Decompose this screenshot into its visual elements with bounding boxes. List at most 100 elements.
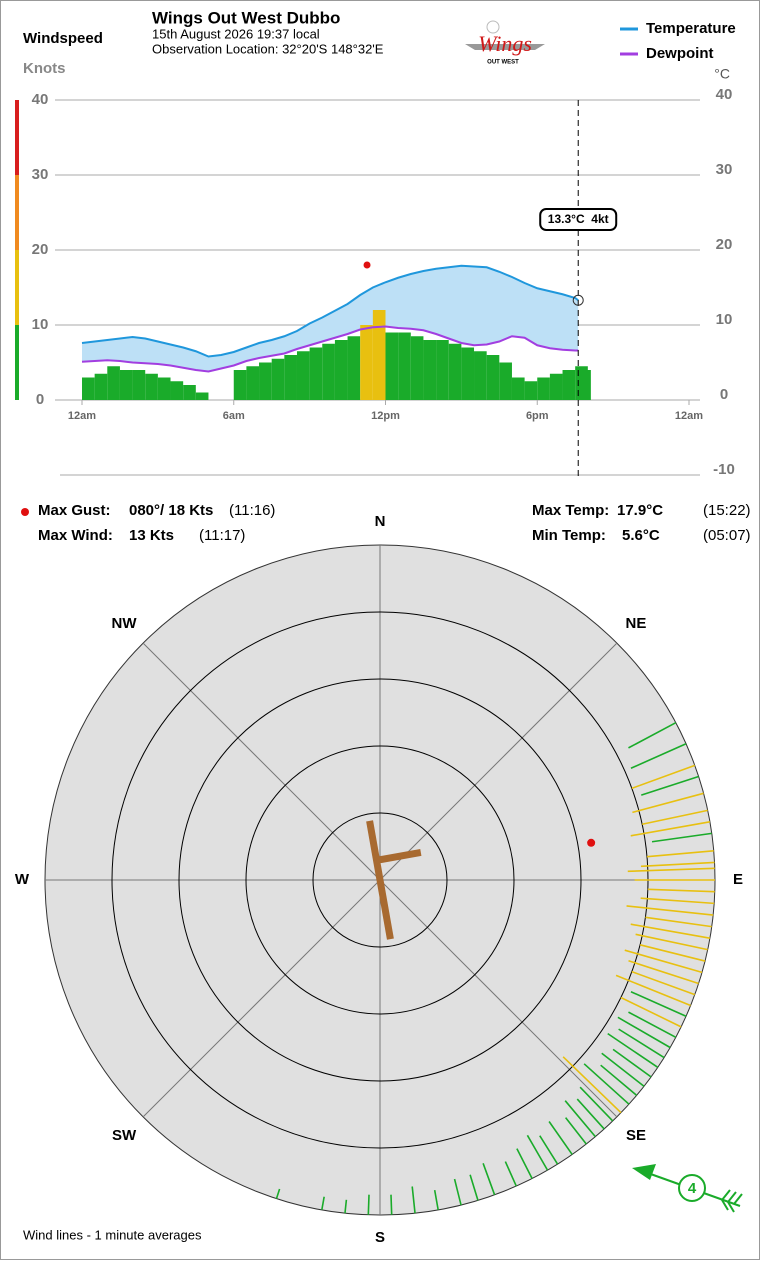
wind-line <box>651 832 712 843</box>
wind-line <box>539 1135 559 1165</box>
gust-icon <box>21 508 29 516</box>
wind-line <box>562 1056 622 1114</box>
cursor-point <box>572 294 584 306</box>
location: Observation Location: 32°20'S 148°32'E <box>152 41 384 56</box>
wind-line <box>646 850 714 858</box>
y-tick-label: 0 <box>36 391 44 408</box>
wind-line <box>390 1194 393 1215</box>
wind-line <box>612 1048 652 1078</box>
wind-bar <box>499 362 512 400</box>
y-tick-label: 40 <box>32 91 49 108</box>
direction-label: NW <box>112 615 138 632</box>
wind-line <box>482 1163 496 1196</box>
wind-bar <box>474 351 487 400</box>
y2-unit: °C <box>714 66 730 82</box>
wind-bar <box>524 381 538 400</box>
wind-bar <box>549 373 563 400</box>
wind-bar <box>157 377 171 400</box>
wind-line <box>618 1028 665 1059</box>
tooltip-box <box>539 208 618 231</box>
wind-bar <box>107 366 120 400</box>
wind-line <box>579 1086 614 1122</box>
x-tick-label: 6am <box>223 410 245 422</box>
vane-barb <box>375 849 422 864</box>
stat-value: 17.9°C <box>617 502 663 519</box>
direction-label: SE <box>626 1127 646 1144</box>
wind-line <box>433 1189 439 1211</box>
wind-bar <box>398 332 411 400</box>
legend-label: Dewpoint <box>646 45 714 62</box>
speed-arrow-feathers <box>721 1189 743 1213</box>
wind-line <box>628 722 677 749</box>
wind-bar <box>537 377 550 400</box>
wind-bar <box>309 347 323 400</box>
series-line <box>81 264 579 358</box>
wind-bar <box>461 347 475 400</box>
wind-line <box>639 944 706 962</box>
wind-line <box>411 1186 416 1214</box>
wind-line <box>548 1121 573 1155</box>
wind-bar <box>94 373 108 400</box>
wind-bar <box>511 377 525 400</box>
direction-label: E <box>733 871 743 888</box>
stat-time: (11:17) <box>199 527 245 544</box>
color-band <box>15 100 19 175</box>
tooltip-text: 13.3°C 4kt <box>548 212 609 226</box>
y-tick-label: 10 <box>32 316 49 333</box>
logo-text: Wings <box>478 31 532 56</box>
wind-line <box>641 775 699 796</box>
stat-label: Max Wind: <box>38 527 113 544</box>
wind-line <box>630 743 687 770</box>
wind-bar <box>423 340 437 400</box>
wind-bar <box>322 343 335 400</box>
wind-bar <box>578 370 591 400</box>
wind-line <box>641 809 708 826</box>
wind-line <box>367 1194 370 1215</box>
gust-point <box>587 838 596 847</box>
wind-line <box>504 1161 517 1187</box>
y2-tick-label: 20 <box>716 236 733 253</box>
wind-line <box>564 1117 587 1145</box>
wind-line <box>620 996 682 1028</box>
wind-line <box>607 1032 659 1068</box>
y2-tick-label: 30 <box>716 161 733 178</box>
legend-label: Temperature <box>646 20 736 37</box>
y-unit: Knots <box>23 60 66 77</box>
wind-bar <box>562 370 576 400</box>
wind-line <box>631 764 696 790</box>
y2-tick-label: -10 <box>713 461 735 478</box>
x-tick-label: 12pm <box>371 410 400 422</box>
wind-line <box>469 1174 479 1201</box>
wind-line <box>630 821 711 837</box>
wind-bar <box>284 355 297 400</box>
current-speed: 4 <box>688 1180 697 1197</box>
wind-line <box>627 867 715 873</box>
y2-tick-label: 10 <box>716 311 733 328</box>
logo-subtext: OUT WEST <box>487 60 519 66</box>
wind-bar <box>372 310 386 400</box>
wind-line <box>645 916 712 928</box>
wind-line <box>601 1052 645 1087</box>
direction-label: S <box>375 1229 385 1246</box>
wind-bar <box>246 366 260 400</box>
wind-line <box>635 933 708 951</box>
wind-line <box>640 897 715 905</box>
wind-line <box>344 1199 348 1214</box>
wind-line <box>275 1188 281 1199</box>
wind-line <box>630 923 711 939</box>
y2-tick-label: 0 <box>720 386 728 403</box>
x-tick-label: 6pm <box>526 410 549 422</box>
ring <box>245 745 515 1015</box>
direction-label: N <box>375 513 386 530</box>
y2-tick-label: 40 <box>716 86 733 103</box>
wind-bar <box>119 370 133 400</box>
title: Wings Out West Dubbo <box>152 8 340 27</box>
logo-ring <box>486 20 500 34</box>
wind-bar <box>436 340 449 400</box>
wind-line <box>516 1148 533 1179</box>
temp-dew-fill <box>82 265 579 372</box>
wind-bar <box>233 370 247 400</box>
y-tick-label: 20 <box>32 241 49 258</box>
wind-bar <box>360 325 373 400</box>
y-label: Windspeed <box>23 30 103 47</box>
